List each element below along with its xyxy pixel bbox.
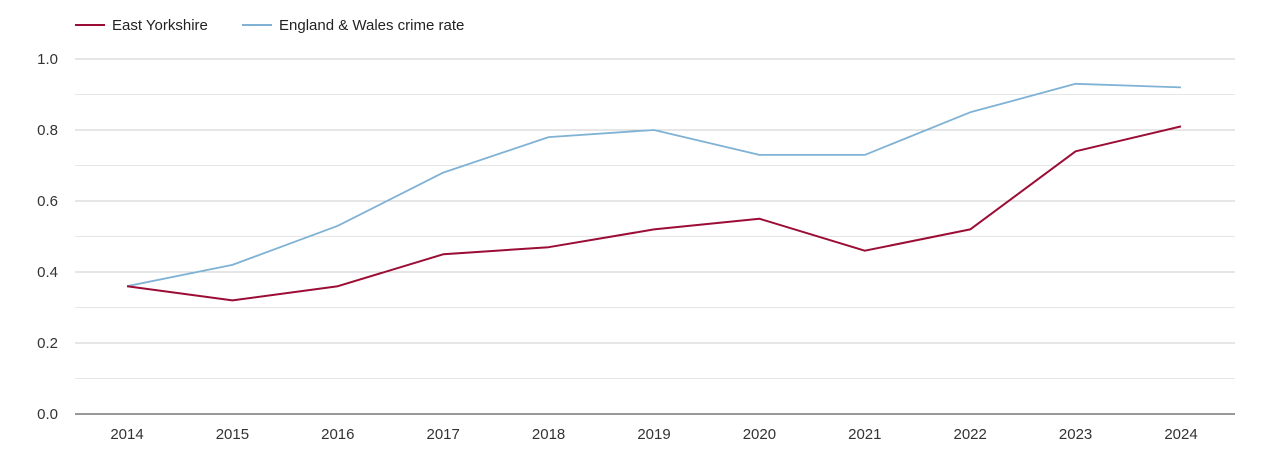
x-tick-label: 2018 — [532, 426, 565, 443]
y-tick-label: 0.4 — [37, 264, 58, 281]
legend-label-east-yorkshire: East Yorkshire — [112, 17, 208, 34]
x-tick-label: 2022 — [954, 426, 987, 443]
series-line-england-wales-crime-rate — [126, 82, 1182, 288]
y-tick-label: 1.0 — [37, 51, 58, 68]
y-tick-label: 0.0 — [37, 406, 58, 423]
series-line-east-yorkshire — [126, 125, 1182, 302]
x-tick-label: 2021 — [848, 426, 881, 443]
y-tick-label: 0.2 — [37, 335, 58, 352]
x-tick-label: 2024 — [1164, 426, 1197, 443]
x-axis-ticks: 2014 2015 2016 2017 2018 2019 2020 2021 2022 2023… — [110, 426, 1197, 443]
grid — [75, 58, 1235, 379]
x-tick-label: 2020 — [743, 426, 776, 443]
x-tick-label: 2014 — [110, 426, 143, 443]
x-tick-label: 2017 — [427, 426, 460, 443]
x-tick-label: 2016 — [321, 426, 354, 443]
x-tick-label: 2019 — [637, 426, 670, 443]
x-tick-label: 2015 — [216, 426, 249, 443]
y-tick-label: 0.8 — [37, 122, 58, 139]
legend-label-england-wales-crime-rate: England & Wales crime rate — [279, 17, 464, 34]
series-lines — [126, 82, 1182, 302]
y-tick-label: 0.6 — [37, 193, 58, 210]
y-axis-ticks: 0.0 0.2 0.4 0.6 0.8 1.0 — [37, 51, 58, 423]
x-tick-label: 2023 — [1059, 426, 1092, 443]
legend: East Yorkshire England & Wales crime rate — [75, 17, 464, 34]
